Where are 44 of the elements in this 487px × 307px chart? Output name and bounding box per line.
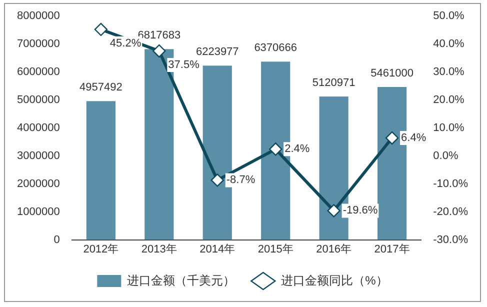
x-tick-label: 2012年 [83,243,119,256]
y-tick-label: 2000000 [16,178,60,190]
y2-tick-label: 50.0% [433,10,465,22]
y2-tick-label: -30.0% [433,234,468,246]
data-label: 5120971 [312,77,356,90]
data-label: 45.2% [110,37,142,50]
point [327,204,340,218]
point [152,44,166,58]
y2-tick-label: -20.0% [433,206,468,218]
y-tick-label: 5000000 [16,94,60,106]
y2-tick-label: -10.0% [433,178,468,190]
x-tick-label: 2017年 [374,243,410,256]
data-label: -19.6% [342,204,378,217]
point [385,131,399,145]
y2-tick-label: 20.0% [433,94,465,106]
y2-tick-label: 10.0% [433,122,465,134]
data-label: 4957492 [80,82,122,94]
data-label: 6.4% [401,132,426,144]
data-label: -8.7% [226,174,256,186]
data-label: 6223977 [196,46,239,58]
y-tick-label: 8000000 [16,10,60,22]
x-tick-label: 2016年 [316,243,352,256]
y-tick-label: 6000000 [16,66,60,78]
legend-label: 进口金额（千美元） [127,273,236,288]
data-label: 2.4% [284,143,310,156]
y-tick-label: 0 [54,234,60,246]
y-tick-label: 3000000 [16,150,60,162]
y2-tick-label: 40.0% [433,38,465,50]
x-tick-label: 2013年 [141,243,177,256]
y-tick-label: 4000000 [16,122,60,134]
legend-label: 进口金额同比（%） [281,273,388,288]
data-label: 6370666 [254,42,298,54]
x-tick-label: 2014年 [200,243,236,256]
y2-tick-label: 0.0% [433,150,458,162]
x-tick-label: 2015年 [258,243,294,256]
bar [86,101,116,240]
y2-tick-label: 30.0% [433,66,465,78]
y-tick-label: 7000000 [16,38,60,50]
point [268,142,282,156]
data-label: 37.5% [168,59,200,71]
data-label: 5461000 [370,68,414,80]
point [210,174,224,187]
y-tick-label: 1000000 [16,206,60,218]
point [94,22,108,36]
